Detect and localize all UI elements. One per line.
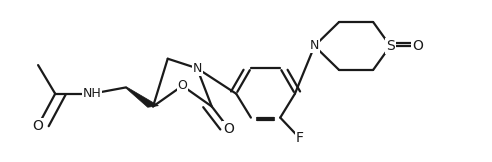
Text: O: O [32,119,43,133]
Text: F: F [296,131,304,145]
Text: N: N [192,62,202,75]
Text: O: O [178,79,187,92]
Text: NH: NH [83,87,101,100]
Text: S: S [386,39,395,53]
Polygon shape [125,87,158,107]
Text: N: N [310,40,319,52]
Text: O: O [412,39,423,53]
Text: O: O [223,122,234,136]
